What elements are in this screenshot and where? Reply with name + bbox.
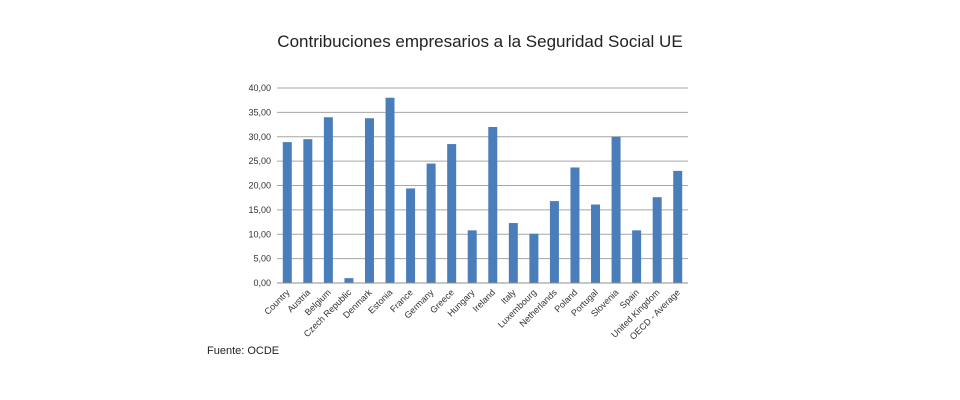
y-tick-label: 5,00: [253, 254, 271, 264]
bar-oecd-average: [673, 170, 683, 283]
bar-portugal: [591, 204, 601, 283]
bar-germany: [426, 163, 436, 283]
bar-poland: [570, 167, 580, 283]
y-tick-label: 10,00: [248, 229, 271, 239]
bar-united-kingdom: [652, 197, 662, 283]
bar-denmark: [364, 118, 374, 283]
bar-ireland: [488, 127, 498, 283]
y-tick-label: 0,00: [253, 278, 271, 288]
bar-luxembourg: [529, 233, 539, 283]
bars: [282, 97, 683, 283]
bar-netherlands: [549, 201, 559, 283]
x-category-label: Ireland: [471, 287, 498, 314]
y-tick-label: 20,00: [248, 181, 271, 191]
bar-slovenia: [611, 136, 621, 283]
bar-austria: [303, 139, 313, 283]
bar-spain: [632, 230, 642, 283]
y-tick-label: 15,00: [248, 205, 271, 215]
bar-france: [406, 188, 416, 283]
grid-lines: [277, 87, 688, 284]
bar-czech-republic: [344, 278, 354, 283]
x-category-label: Country: [262, 287, 292, 317]
y-tick-label: 40,00: [248, 83, 271, 93]
bar-belgium: [323, 117, 333, 283]
y-tick-label: 30,00: [248, 132, 271, 142]
source-note: Fuente: OCDE: [207, 345, 280, 357]
bar-greece: [447, 144, 457, 283]
chart-title: Contribuciones empresarios a la Segurida…: [277, 32, 683, 51]
bar-country: [282, 142, 292, 283]
y-axis-ticks: 0,00 5,00 10,00 15,00 20,00 25,00 30,00 35,00 40…: [248, 83, 271, 288]
bar-italy: [508, 223, 518, 283]
bar-hungary: [467, 230, 477, 283]
bar-estonia: [385, 97, 395, 283]
y-tick-label: 35,00: [248, 107, 271, 117]
y-tick-label: 25,00: [248, 156, 271, 166]
